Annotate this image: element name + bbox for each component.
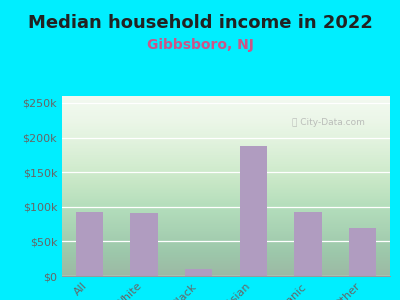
Text: Gibbsboro, NJ: Gibbsboro, NJ bbox=[146, 38, 254, 52]
Bar bbox=[76, 212, 103, 276]
Bar bbox=[185, 269, 212, 276]
Bar bbox=[240, 146, 267, 276]
Text: Median household income in 2022: Median household income in 2022 bbox=[28, 14, 372, 32]
Text: ⓘ City-Data.com: ⓘ City-Data.com bbox=[292, 118, 364, 127]
Bar bbox=[294, 212, 322, 276]
Bar bbox=[130, 213, 158, 276]
Bar bbox=[349, 227, 376, 276]
